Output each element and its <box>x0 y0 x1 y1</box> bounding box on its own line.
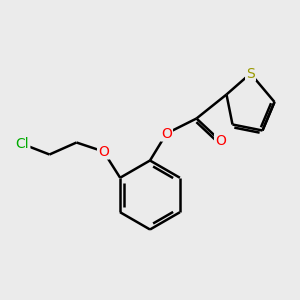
Text: O: O <box>215 134 226 148</box>
Text: O: O <box>161 127 172 140</box>
Text: S: S <box>246 67 255 80</box>
Text: Cl: Cl <box>16 137 29 151</box>
Text: O: O <box>98 145 109 158</box>
